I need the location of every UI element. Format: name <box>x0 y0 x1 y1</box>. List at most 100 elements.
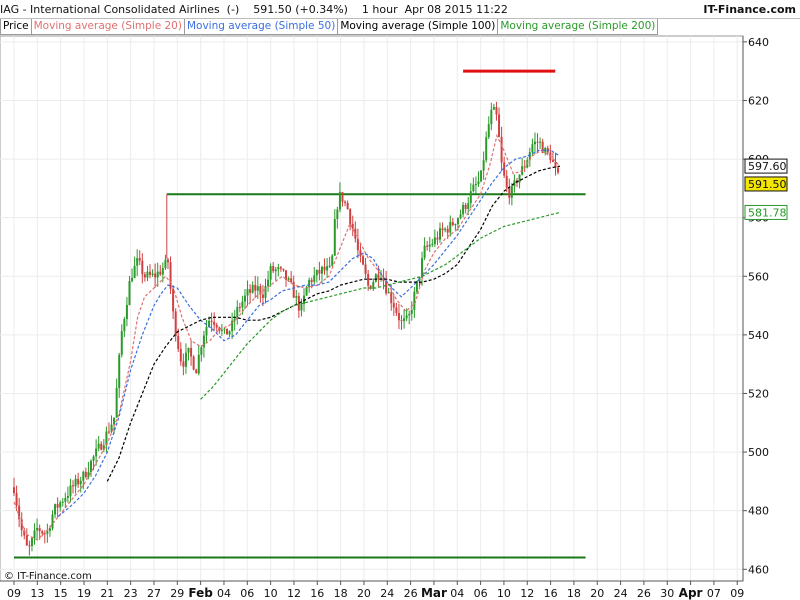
candle-body <box>508 187 511 198</box>
candle-body <box>74 478 77 487</box>
candle-body <box>431 244 434 246</box>
candle-body <box>179 348 182 362</box>
candle-body <box>190 347 193 357</box>
candle-body <box>125 304 128 320</box>
candle-body <box>441 228 444 231</box>
candle-body <box>541 141 544 153</box>
candle-body <box>297 296 300 311</box>
legend: Price Moving average (Simple 20) Moving av… <box>0 19 659 35</box>
candle-body <box>241 301 244 308</box>
candle-body <box>403 318 406 321</box>
candle-body <box>310 279 313 282</box>
candle-body <box>285 270 288 280</box>
legend-item-sma200[interactable]: Moving average (Simple 200) <box>497 19 659 35</box>
price-label-box <box>744 158 788 174</box>
candle-body <box>113 417 116 425</box>
x-tick-label: 13 <box>30 587 44 600</box>
candle-body <box>105 431 108 446</box>
axes: 4604805005205405605806006206400913151921… <box>0 36 769 600</box>
grid <box>0 35 744 582</box>
candle-body <box>477 181 480 184</box>
candle-body <box>400 320 403 322</box>
candle-body <box>359 250 362 257</box>
x-tick-label: 16 <box>544 587 558 600</box>
candle-body <box>18 505 21 520</box>
candle-body <box>215 324 218 328</box>
candle-body <box>208 320 211 327</box>
sma20-line <box>13 133 561 541</box>
candle-body <box>213 321 216 325</box>
legend-item-sma100[interactable]: Moving average (Simple 100) <box>337 19 499 35</box>
x-tick-label: 20 <box>590 587 604 600</box>
candle-body <box>136 258 139 266</box>
candle-body <box>226 328 229 335</box>
candle-body <box>51 514 54 529</box>
candle-body <box>184 352 187 367</box>
candle-body <box>510 186 513 198</box>
candle-body <box>518 174 521 183</box>
candle-body <box>474 183 477 185</box>
candle-body <box>233 318 236 321</box>
x-tick-label: 30 <box>660 587 674 600</box>
candle-body <box>379 277 382 279</box>
candle-body <box>256 286 259 291</box>
sma200-line <box>200 211 561 400</box>
candle-body <box>439 228 442 240</box>
candle-body <box>326 266 329 271</box>
candle-body <box>138 258 141 261</box>
candle-body <box>464 204 467 210</box>
moving-averages <box>13 133 561 541</box>
candle-body <box>362 256 365 265</box>
y-tick-label: 540 <box>748 329 769 342</box>
candle-body <box>202 335 205 348</box>
candle-body <box>156 271 159 278</box>
candle-body <box>95 448 98 457</box>
legend-item-sma50[interactable]: Moving average (Simple 50) <box>183 19 339 35</box>
candle-body <box>92 456 95 461</box>
x-tick-label: Feb <box>188 586 213 600</box>
candle-body <box>89 460 92 473</box>
candle-body <box>197 354 200 374</box>
candle-body <box>133 265 136 278</box>
candle-body <box>123 319 126 332</box>
candle-body <box>295 296 298 298</box>
candle-body <box>41 531 44 534</box>
brand-label[interactable]: IT-Finance.com <box>703 3 796 16</box>
candle-body <box>20 519 23 531</box>
x-tick-label: 10 <box>264 587 278 600</box>
candle-body <box>46 531 49 534</box>
x-tick-label: 21 <box>100 587 114 600</box>
candle-body <box>246 289 249 296</box>
candle-body <box>107 431 110 433</box>
candle-body <box>557 167 560 173</box>
candle-body <box>128 281 131 305</box>
candle-body <box>346 202 349 210</box>
candle-body <box>503 162 506 176</box>
candle-body <box>498 114 501 137</box>
candle-body <box>23 530 26 536</box>
y-tick-label: 500 <box>748 446 769 459</box>
candle-body <box>87 472 90 477</box>
price-label-box <box>744 176 788 192</box>
candle-body <box>48 528 51 532</box>
candle-body <box>554 161 557 168</box>
candle-body <box>164 259 167 269</box>
candle-body <box>377 274 380 279</box>
x-tick-label: 06 <box>240 587 254 600</box>
price-series <box>13 101 560 556</box>
legend-item-sma20[interactable]: Moving average (Simple 20) <box>30 19 185 35</box>
x-tick-label: 12 <box>287 587 301 600</box>
candle-body <box>344 201 347 203</box>
candle-body <box>505 175 508 188</box>
candle-body <box>367 273 370 286</box>
candle-body <box>323 266 326 271</box>
candle-body <box>161 268 164 275</box>
x-tick-label: Apr <box>679 586 703 600</box>
candle-body <box>277 267 280 270</box>
candle-body <box>551 160 554 162</box>
candle-body <box>59 502 62 508</box>
candle-body <box>166 259 169 263</box>
candle-body <box>428 244 431 247</box>
candle-body <box>282 268 285 271</box>
